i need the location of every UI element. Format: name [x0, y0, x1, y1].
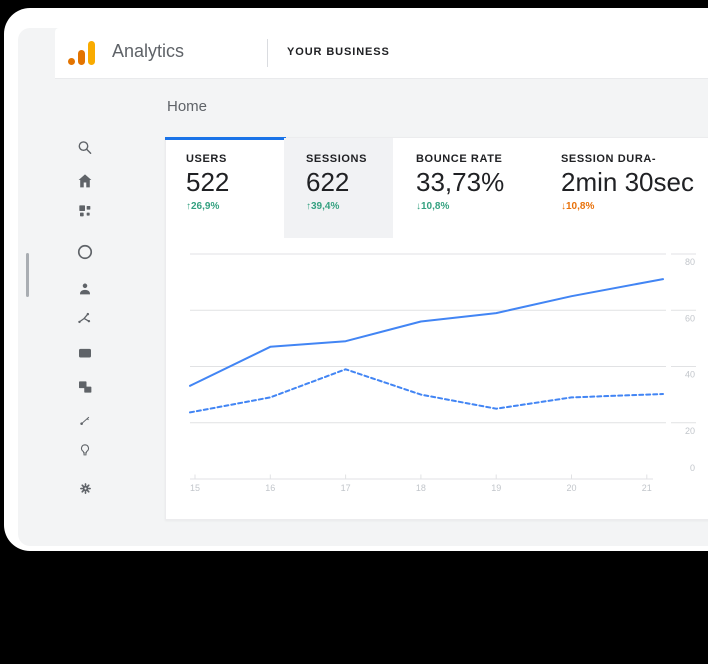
metric-sessions[interactable]: SESSIONS 622 ↑39,4% — [284, 138, 393, 238]
svg-text:16: 16 — [265, 483, 275, 493]
active-tab-indicator — [165, 137, 286, 140]
search-icon[interactable] — [76, 139, 94, 157]
metric-value: 33,73% — [416, 167, 505, 197]
tablet-device-frame: Analytics YOUR BUSINESS — [4, 8, 708, 551]
report-card: USERS 522 ↑26,9% SESSIONS 622 ↑39,4% BOU… — [165, 137, 708, 520]
metric-label: BOUNCE RATE — [416, 153, 503, 165]
nav-scrollbar-thumb[interactable] — [26, 253, 29, 297]
metric-delta: ↓10,8% — [416, 201, 450, 212]
svg-text:80: 80 — [685, 257, 695, 267]
analytics-logo-icon[interactable] — [68, 40, 98, 66]
svg-text:17: 17 — [341, 483, 351, 493]
realtime-icon[interactable] — [75, 242, 95, 262]
attribution-icon[interactable] — [78, 413, 93, 428]
metric-value: 522 — [186, 167, 230, 197]
svg-text:40: 40 — [685, 370, 695, 380]
svg-text:15: 15 — [190, 483, 200, 493]
acquisition-icon[interactable] — [76, 310, 94, 328]
metric-value: 2min 30sec — [561, 167, 694, 197]
svg-text:19: 19 — [491, 483, 501, 493]
account-name[interactable]: YOUR BUSINESS — [287, 46, 390, 58]
metric-label: USERS — [186, 153, 227, 165]
conversions-icon[interactable] — [76, 378, 94, 396]
metric-users[interactable]: USERS 522 ↑26,9% — [186, 138, 281, 238]
svg-text:0: 0 — [690, 463, 695, 473]
svg-text:18: 18 — [416, 483, 426, 493]
metric-bounce-rate[interactable]: BOUNCE RATE 33,73% ↓10,8% — [416, 138, 556, 238]
svg-text:20: 20 — [685, 426, 695, 436]
app-header: Analytics YOUR BUSINESS — [55, 28, 708, 79]
audience-icon[interactable] — [77, 281, 93, 297]
metric-label: SESSION DURA- — [561, 153, 657, 165]
metric-session-duration[interactable]: SESSION DURA- 2min 30sec ↓10,8% — [561, 138, 708, 238]
metric-label: SESSIONS — [306, 153, 368, 165]
metric-delta: ↓10,8% — [561, 201, 595, 212]
header-divider — [267, 39, 268, 67]
sessions-line-chart: 0 20 40 60 80 15 16 17 18 19 20 21 — [189, 253, 696, 493]
app-screen: Analytics YOUR BUSINESS — [18, 28, 708, 546]
metric-delta: ↑39,4% — [306, 201, 340, 212]
svg-text:20: 20 — [566, 483, 576, 493]
metric-delta: ↑26,9% — [186, 201, 220, 212]
svg-text:21: 21 — [642, 483, 652, 493]
home-icon[interactable] — [76, 172, 94, 190]
brand-title: Analytics — [112, 41, 185, 61]
behavior-icon[interactable] — [76, 344, 94, 362]
discover-icon[interactable] — [77, 442, 93, 458]
admin-gear-icon[interactable] — [78, 481, 93, 496]
svg-text:60: 60 — [685, 313, 695, 323]
customization-icon[interactable] — [77, 203, 93, 219]
metric-value: 622 — [306, 167, 350, 197]
page-title[interactable]: Home — [167, 98, 208, 115]
